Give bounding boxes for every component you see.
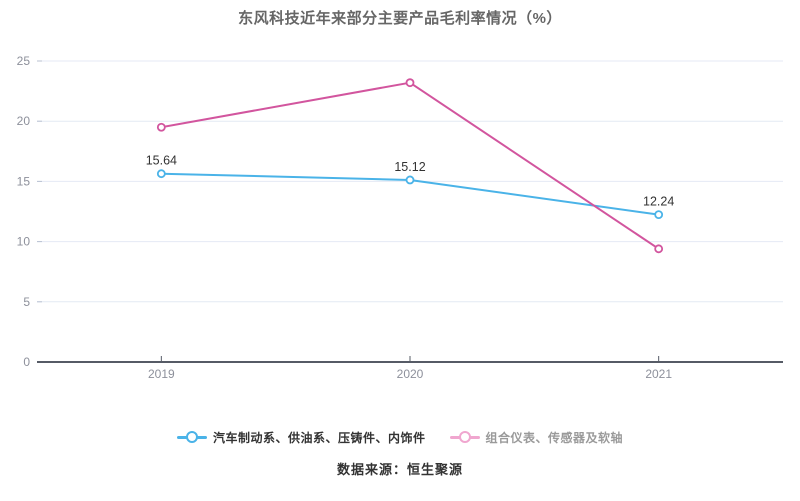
chart-title: 东风科技近年来部分主要产品毛利率情况（%） (238, 10, 562, 27)
svg-text:12.24: 12.24 (643, 195, 674, 209)
svg-text:2021: 2021 (645, 367, 672, 381)
svg-text:15.12: 15.12 (394, 160, 425, 174)
svg-text:20: 20 (17, 114, 31, 128)
legend-circle-icon (185, 431, 198, 443)
line-chart-plot-area: 0 5 10 15 20 25 2019 2020 2021 15.64 15.12 12.24 (17, 54, 783, 381)
svg-text:15: 15 (17, 174, 31, 188)
line-circle-marker-icon (176, 431, 207, 443)
data-source-label: 数据来源：恒生聚源 (336, 462, 463, 477)
legend-item-label: 组合仪表、传感器及软轴 (485, 430, 624, 445)
legend-item-label: 汽车制动系、供油系、压铸件、内饰件 (212, 430, 426, 445)
svg-text:10: 10 (17, 235, 31, 249)
legend-circle-icon (458, 431, 471, 443)
svg-text:25: 25 (17, 54, 31, 68)
svg-text:0: 0 (23, 355, 30, 369)
svg-text:15.64: 15.64 (146, 154, 177, 168)
line-circle-marker-icon (449, 431, 480, 443)
legend: 汽车制动系、供油系、压铸件、内饰件 组合仪表、传感器及软轴 (0, 427, 800, 447)
svg-text:2019: 2019 (148, 367, 175, 381)
svg-text:5: 5 (23, 295, 30, 309)
svg-text:2020: 2020 (397, 367, 424, 381)
legend-item-brake-fuel-diecast-interior[interactable]: 汽车制动系、供油系、压铸件、内饰件 (176, 429, 426, 446)
legend-item-instrument-sensor-shaft[interactable]: 组合仪表、传感器及软轴 (449, 429, 624, 446)
